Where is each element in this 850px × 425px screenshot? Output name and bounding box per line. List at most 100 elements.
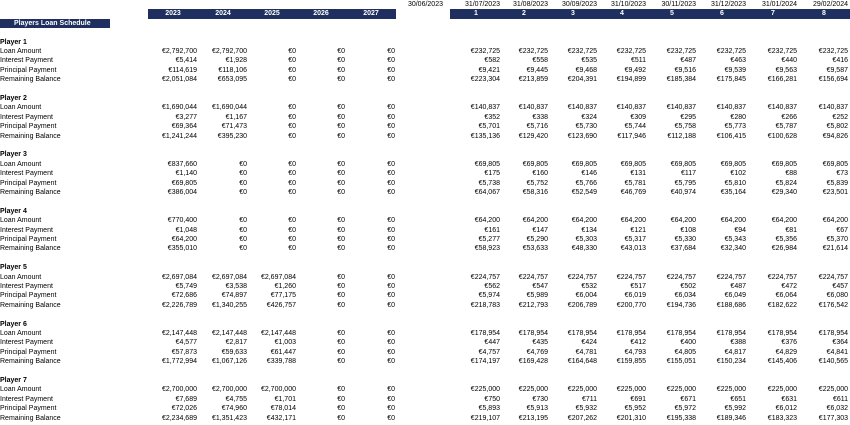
value-cell: €159,855 [616, 358, 646, 366]
value-cell: €166,281 [767, 76, 797, 84]
value-cell: €52,549 [571, 189, 597, 196]
value-cell: €224,757 [518, 273, 548, 281]
value-cell: €1,340,255 [211, 301, 247, 309]
period-header: 8 [822, 10, 826, 18]
value-cell: €2,234,689 [161, 414, 197, 422]
value-cell: €5,781 [624, 179, 646, 187]
value-cell: €0 [337, 386, 345, 394]
value-cell: €94 [734, 226, 746, 234]
value-cell: €57,873 [171, 348, 197, 356]
value-cell: €178,954 [616, 330, 646, 337]
value-cell: €0 [288, 123, 296, 131]
value-cell: €5,356 [775, 236, 797, 243]
value-cell: €9,445 [526, 66, 548, 74]
value-cell: €5,932 [575, 405, 597, 413]
value-cell: €562 [484, 283, 500, 290]
value-cell: €472 [781, 283, 797, 290]
row-label: Principal Payment [0, 405, 57, 413]
value-cell: €2,147,448 [161, 330, 197, 337]
value-cell: €225,000 [567, 386, 597, 394]
value-cell: €457 [832, 283, 848, 290]
value-cell: €140,837 [666, 104, 696, 112]
value-cell: €0 [239, 160, 247, 168]
value-cell: €0 [337, 245, 345, 253]
sheet-title: Players Loan Schedule [0, 18, 110, 29]
value-cell: €223,304 [470, 76, 500, 84]
value-cell: €74,897 [221, 292, 247, 300]
player-name: Player 6 [0, 320, 27, 328]
value-cell: €225,000 [470, 386, 500, 394]
value-cell: €1,690,044 [211, 104, 247, 112]
value-cell: €176,542 [818, 301, 848, 309]
value-cell: €5,701 [478, 123, 500, 131]
value-cell: €64,200 [474, 217, 500, 225]
value-cell: €112,188 [667, 132, 696, 140]
value-cell: €0 [337, 348, 345, 356]
value-cell: €5,913 [526, 405, 548, 413]
value-cell: €5,766 [575, 179, 597, 187]
header-band [450, 9, 850, 19]
value-cell: €0 [387, 283, 395, 290]
row-label: Loan Amount [0, 273, 42, 281]
value-cell: €64,200 [171, 236, 197, 243]
value-cell: €6,049 [724, 292, 746, 300]
value-cell: €0 [288, 179, 296, 187]
value-cell: €5,839 [826, 179, 848, 187]
value-cell: €5,277 [478, 236, 500, 243]
value-cell: €9,492 [624, 66, 646, 74]
value-cell: €78,014 [270, 405, 296, 413]
value-cell: €117,946 [617, 132, 646, 140]
value-cell: €0 [288, 170, 296, 178]
value-cell: €64,200 [670, 217, 696, 225]
value-cell: €64,200 [522, 217, 548, 225]
value-cell: €0 [387, 123, 395, 131]
value-cell: €225,000 [818, 386, 848, 394]
value-cell: €0 [337, 179, 345, 187]
value-cell: €6,080 [826, 292, 848, 300]
value-cell: €364 [832, 339, 848, 347]
value-cell: €58,923 [474, 245, 500, 253]
value-cell: €5,290 [526, 236, 548, 243]
value-cell: €426,757 [266, 301, 296, 309]
value-cell: €386,004 [167, 189, 197, 196]
value-cell: €339,788 [266, 358, 296, 366]
value-cell: €5,802 [826, 123, 848, 131]
value-cell: €131 [630, 170, 646, 178]
date-header: 31/10/2023 [610, 1, 646, 8]
value-cell: €140,837 [767, 104, 797, 112]
value-cell: €177,303 [818, 414, 848, 422]
value-cell: €0 [387, 395, 395, 403]
value-cell: €188,686 [716, 301, 746, 309]
value-cell: €0 [387, 76, 395, 84]
value-cell: €0 [288, 48, 296, 55]
value-cell: €5,974 [478, 292, 500, 300]
value-cell: €224,757 [470, 273, 500, 281]
value-cell: €178,954 [518, 330, 548, 337]
value-cell: €40,974 [670, 189, 696, 196]
value-cell: €204,391 [567, 76, 597, 84]
value-cell: €424 [581, 339, 597, 347]
value-cell: €195,338 [666, 414, 696, 422]
value-cell: €0 [387, 160, 395, 168]
value-cell: €194,736 [666, 301, 696, 309]
value-cell: €324 [581, 113, 597, 121]
value-cell: €0 [239, 170, 247, 178]
value-cell: €582 [484, 57, 500, 65]
value-cell: €106,415 [716, 132, 746, 140]
value-cell: €0 [337, 66, 345, 74]
value-cell: €232,725 [567, 48, 597, 55]
value-cell: €376 [781, 339, 797, 347]
value-cell: €295 [680, 113, 696, 121]
value-cell: €232,725 [518, 48, 548, 55]
value-cell: €0 [288, 226, 296, 234]
row-label: Remaining Balance [0, 189, 61, 196]
value-cell: €224,757 [767, 273, 797, 281]
value-cell: €32,340 [720, 245, 746, 253]
value-cell: €252 [832, 113, 848, 121]
value-cell: €4,817 [724, 348, 746, 356]
value-cell: €502 [680, 283, 696, 290]
value-cell: €4,781 [575, 348, 597, 356]
value-cell: €219,107 [470, 414, 500, 422]
value-cell: €0 [337, 48, 345, 55]
row-label: Interest Payment [0, 113, 53, 121]
